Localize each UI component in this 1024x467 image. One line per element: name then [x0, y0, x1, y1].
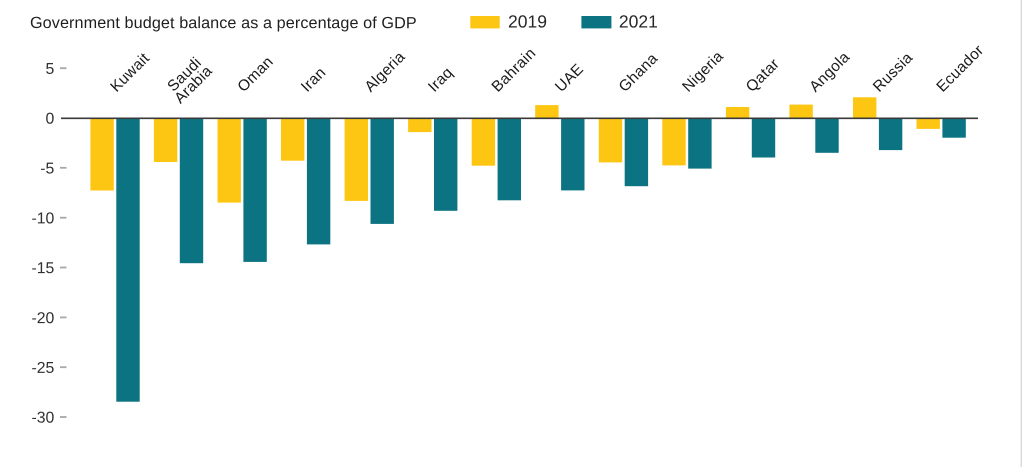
- svg-text:-20: -20: [31, 310, 54, 327]
- svg-text:2021: 2021: [619, 12, 658, 32]
- svg-text:-10: -10: [31, 210, 54, 227]
- svg-text:-15: -15: [31, 260, 54, 277]
- svg-text:2019: 2019: [508, 12, 547, 32]
- svg-text:0: 0: [45, 111, 54, 128]
- svg-text:Government budget balance as a: Government budget balance as a percentag…: [30, 14, 417, 32]
- svg-text:5: 5: [45, 61, 54, 78]
- svg-text:-5: -5: [40, 160, 54, 177]
- svg-text:-30: -30: [31, 410, 54, 427]
- svg-text:-25: -25: [31, 360, 54, 377]
